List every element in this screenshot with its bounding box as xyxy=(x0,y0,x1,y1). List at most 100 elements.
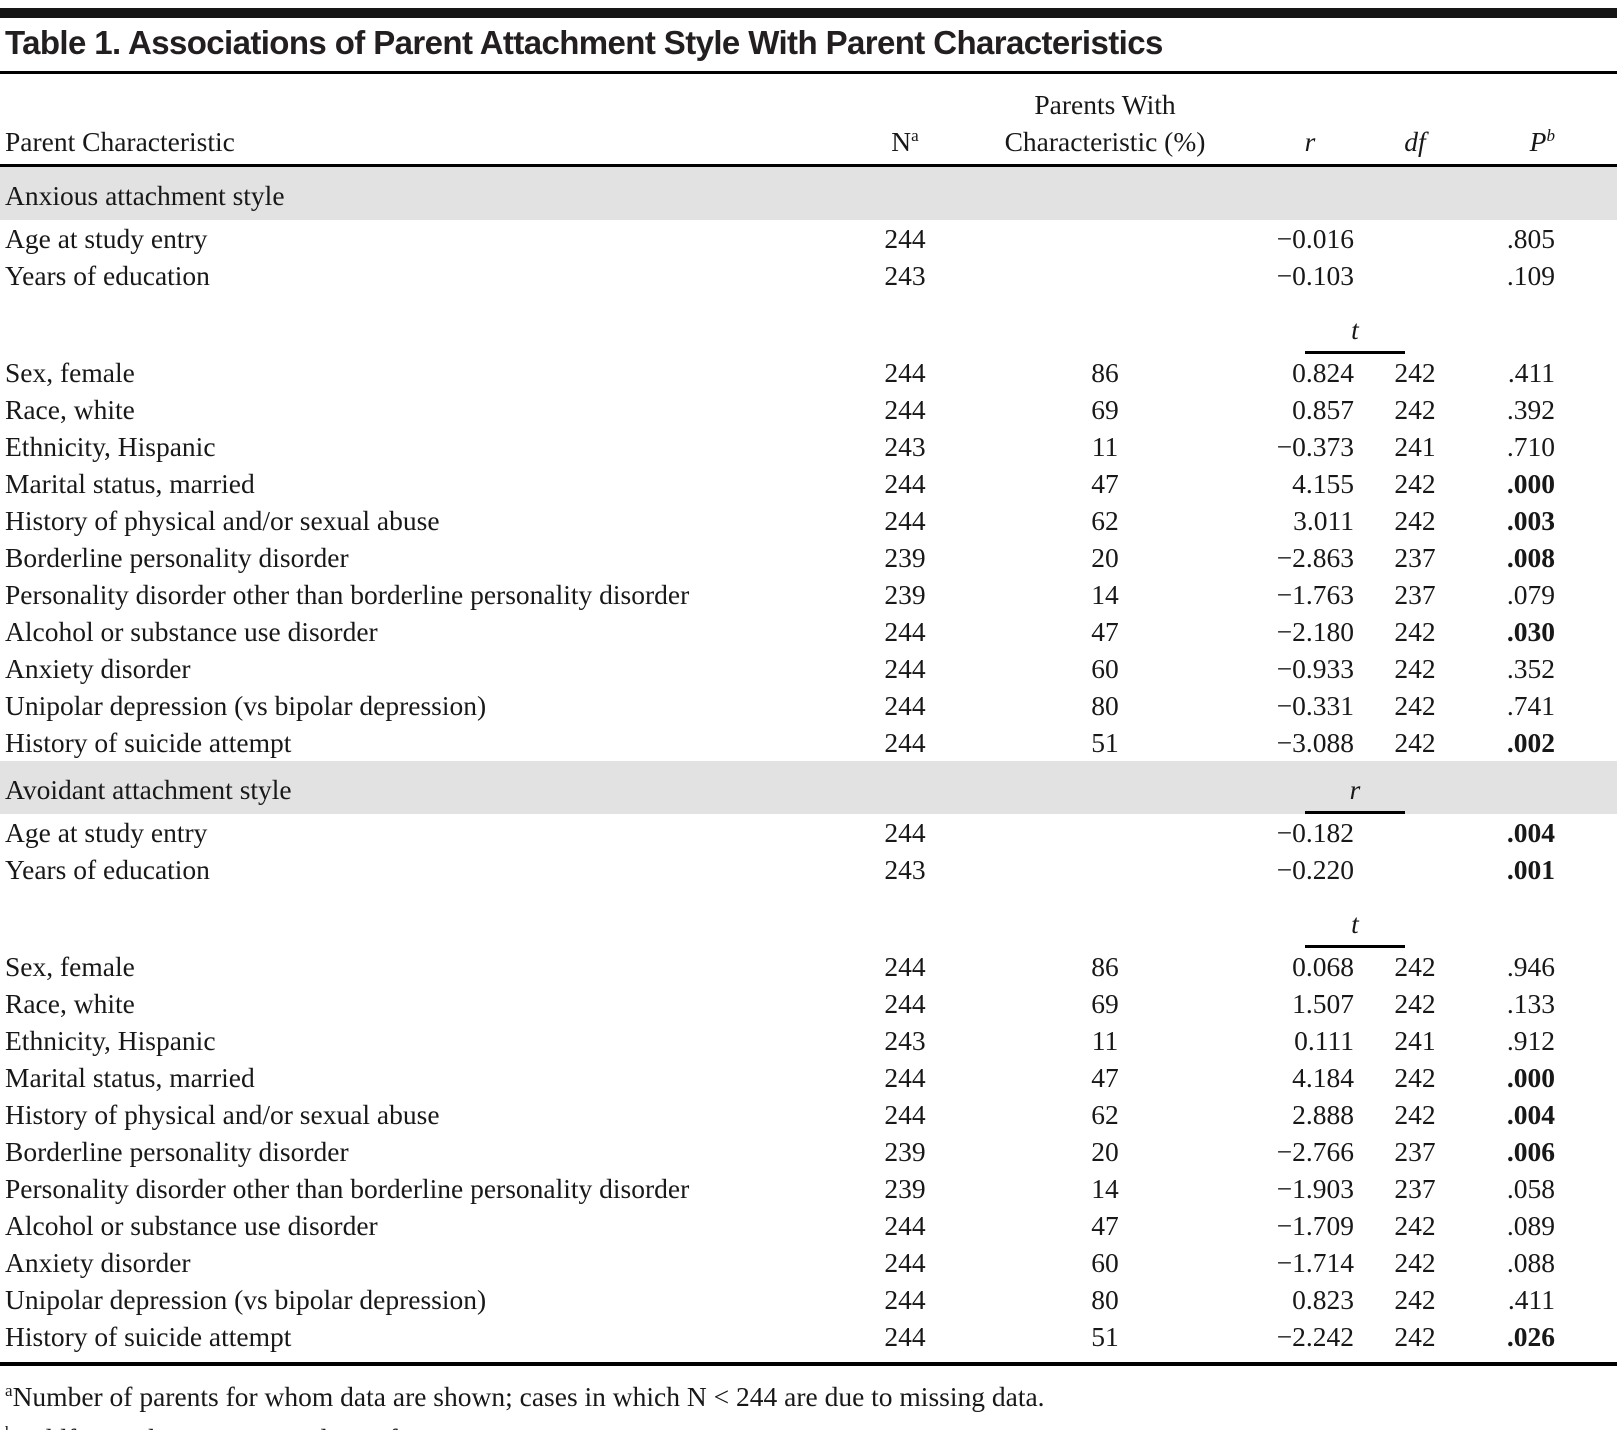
characteristic-cell: Race, white xyxy=(5,987,135,1019)
stat-value-cell: −0.220 xyxy=(1276,853,1354,885)
table-row: Personality disorder other than borderli… xyxy=(0,1170,1617,1207)
df-cell: 242 xyxy=(1394,652,1436,684)
n-cell: 244 xyxy=(884,950,926,982)
stat-subheader-cell: r xyxy=(1250,761,1460,814)
n-header-label: N xyxy=(891,126,912,157)
stat-value-cell: −2.766 xyxy=(1276,1135,1354,1167)
header-row-top: Parents With xyxy=(0,74,1617,121)
r-header: r xyxy=(1250,121,1370,167)
characteristic-cell: Anxiety disorder xyxy=(5,652,191,684)
characteristic-cell: History of physical and/or sexual abuse xyxy=(5,504,440,536)
p-value-cell: .805 xyxy=(1506,222,1555,254)
pct-cell: 80 xyxy=(1091,1283,1119,1315)
table-row: Unipolar depression (vs bipolar depressi… xyxy=(0,1281,1617,1318)
table-row: Years of education 243 −0.220 .001 xyxy=(0,851,1617,888)
data-table: Parents With Parent Characteristic Na Ch… xyxy=(0,74,1617,1355)
characteristic-cell: Anxiety disorder xyxy=(5,1246,191,1278)
characteristic-cell: Alcohol or substance use disorder xyxy=(5,1209,378,1241)
table-header: Parents With Parent Characteristic Na Ch… xyxy=(0,74,1617,167)
n-cell: 244 xyxy=(884,1098,926,1130)
n-cell: 244 xyxy=(884,467,926,499)
top-rule xyxy=(0,8,1617,18)
table-row: History of physical and/or sexual abuse 2… xyxy=(0,1096,1617,1133)
stat-value-cell: −2.180 xyxy=(1276,615,1354,647)
table-row: Borderline personality disorder 239 20 −2.8… xyxy=(0,539,1617,576)
p-value-cell: .000 xyxy=(1506,467,1555,499)
stat-value-cell: 0.068 xyxy=(1292,950,1354,982)
section-header-row: Anxious attachment style xyxy=(0,165,1617,220)
p-value-cell: .741 xyxy=(1506,689,1555,721)
stat-value-cell: 0.824 xyxy=(1292,356,1354,388)
table-row: History of suicide attempt 244 51 −3.088 242… xyxy=(0,724,1617,761)
n-cell: 239 xyxy=(884,1135,926,1167)
p-value-cell: .088 xyxy=(1506,1246,1555,1278)
table-row: Anxiety disorder 244 60 −1.714 242 .088 xyxy=(0,1244,1617,1281)
pct-cell: 69 xyxy=(1091,987,1119,1019)
df-cell xyxy=(1370,257,1460,294)
pct-cell: 47 xyxy=(1091,615,1119,647)
pct-cell: 60 xyxy=(1091,1246,1119,1278)
stat-value-cell: −0.182 xyxy=(1276,816,1354,848)
n-cell: 244 xyxy=(884,504,926,536)
n-cell: 244 xyxy=(884,1246,926,1278)
header-spacer xyxy=(850,74,960,121)
p-value-cell: .026 xyxy=(1506,1320,1555,1352)
stat-letter: t xyxy=(1305,908,1405,948)
stat-value-cell: −1.903 xyxy=(1276,1172,1354,1204)
pct-cell: 20 xyxy=(1091,1135,1119,1167)
characteristic-cell: Race, white xyxy=(5,393,135,425)
characteristic-cell: Years of education xyxy=(5,259,210,291)
df-cell: 242 xyxy=(1394,1209,1436,1241)
n-cell: 243 xyxy=(884,853,926,885)
pct-cell: 51 xyxy=(1091,1320,1119,1352)
table-row: Age at study entry 244 −0.016 .805 xyxy=(0,220,1617,257)
footnote-a-text: Number of parents for whom data are show… xyxy=(12,1381,1045,1413)
df-header: df xyxy=(1370,121,1460,167)
footnote-a: aNumber of parents for whom data are sho… xyxy=(5,1373,1611,1415)
characteristic-cell: Years of education xyxy=(5,853,210,885)
stat-value-cell: 1.507 xyxy=(1292,987,1354,1019)
header-spacer xyxy=(0,74,850,121)
n-cell: 244 xyxy=(884,615,926,647)
p-value-cell: .133 xyxy=(1506,987,1555,1019)
stat-value-cell: −0.373 xyxy=(1276,430,1354,462)
characteristic-cell: Borderline personality disorder xyxy=(5,541,349,573)
p-value-cell: .003 xyxy=(1506,504,1555,536)
n-cell: 244 xyxy=(884,689,926,721)
characteristic-cell: Personality disorder other than borderli… xyxy=(5,1172,690,1204)
table-row: Borderline personality disorder 239 20 −2.7… xyxy=(0,1133,1617,1170)
p-header-label: P xyxy=(1529,126,1547,157)
characteristic-cell: Sex, female xyxy=(5,356,135,388)
stat-letter: t xyxy=(1305,314,1405,354)
pct-cell: 62 xyxy=(1091,504,1119,536)
p-value-cell: .411 xyxy=(1507,1283,1555,1315)
stat-value-cell: −2.242 xyxy=(1276,1320,1354,1352)
df-cell: 242 xyxy=(1394,615,1436,647)
table-row: Ethnicity, Hispanic 243 11 −0.373 241 .710 xyxy=(0,428,1617,465)
df-cell: 242 xyxy=(1394,950,1436,982)
df-cell: 242 xyxy=(1394,1283,1436,1315)
subhead-spacer-cell xyxy=(0,308,1250,354)
stat-value-cell: −1.709 xyxy=(1276,1209,1354,1241)
pct-cell xyxy=(960,851,1250,888)
df-cell: 242 xyxy=(1394,504,1436,536)
characteristic-cell: History of physical and/or sexual abuse xyxy=(5,1098,440,1130)
pct-cell: 47 xyxy=(1091,1061,1119,1093)
stat-value-cell: 0.111 xyxy=(1294,1024,1354,1056)
pct-header-line1: Parents With xyxy=(1034,89,1176,120)
df-cell xyxy=(1370,851,1460,888)
n-cell: 243 xyxy=(884,430,926,462)
pct-header-line2: Characteristic (%) xyxy=(960,121,1250,167)
characteristic-cell: Age at study entry xyxy=(5,816,208,848)
stat-subheader-row: t xyxy=(0,902,1617,948)
stat-value-cell: 3.011 xyxy=(1293,504,1354,536)
n-cell: 244 xyxy=(884,222,926,254)
p-value-cell: .079 xyxy=(1506,578,1555,610)
stat-value-cell: −0.331 xyxy=(1276,689,1354,721)
df-cell: 242 xyxy=(1394,689,1436,721)
df-cell: 242 xyxy=(1394,1320,1436,1352)
p-value-cell: .001 xyxy=(1506,853,1555,885)
stat-subheader-cell: t xyxy=(1250,308,1460,354)
table-row: Age at study entry 244 −0.182 .004 xyxy=(0,814,1617,851)
